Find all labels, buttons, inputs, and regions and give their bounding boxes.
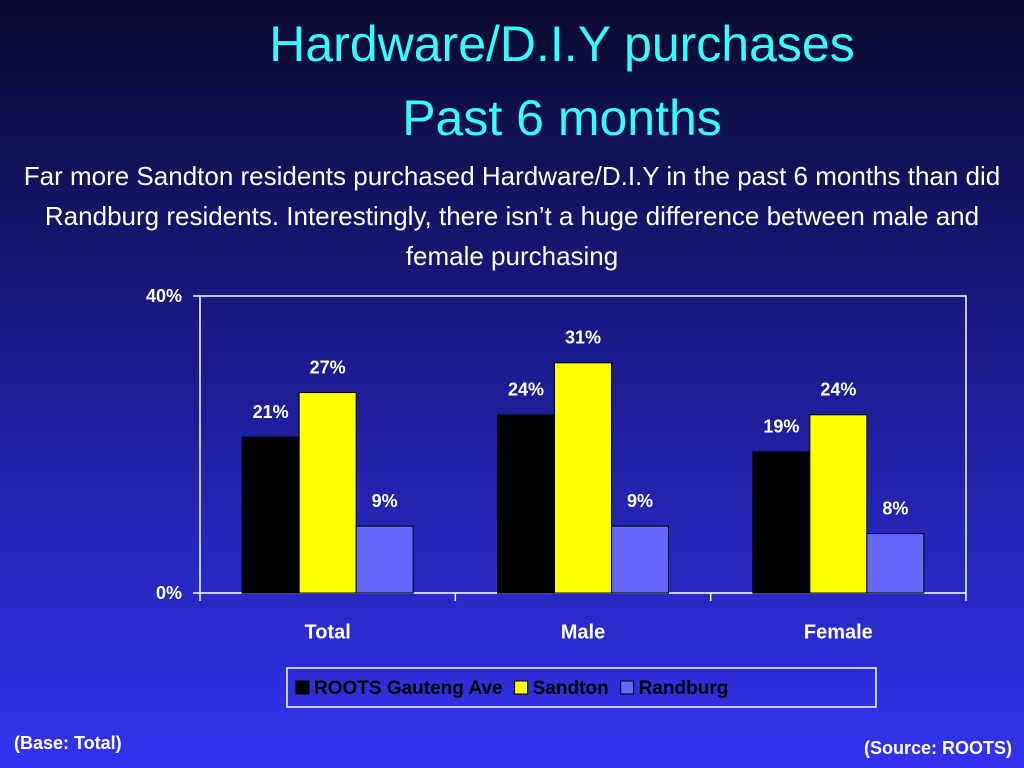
bar <box>298 392 357 594</box>
y-tick-label: 40% <box>146 286 182 306</box>
legend-swatch <box>514 680 529 695</box>
legend-label: Sandton <box>533 678 609 699</box>
value-label: 21% <box>253 402 289 422</box>
slide-title: Hardware/D.I.Y purchases <box>269 16 855 72</box>
bar <box>611 525 669 594</box>
bar <box>241 436 300 594</box>
legend-swatch <box>620 680 635 695</box>
bar <box>752 451 811 594</box>
x-tick-label: Male <box>561 621 605 643</box>
legend-swatch <box>295 680 310 695</box>
bar <box>497 414 555 594</box>
x-tick-label: Total <box>305 621 351 643</box>
bar <box>554 362 612 594</box>
legend-label: ROOTS Gauteng Ave <box>314 678 503 699</box>
value-label: 27% <box>310 357 346 377</box>
slide-subtitle: Past 6 months <box>402 90 722 146</box>
bar <box>809 414 868 594</box>
base-note: (Base: Total) <box>14 733 122 753</box>
value-label: 9% <box>372 491 398 511</box>
value-label: 19% <box>763 417 799 437</box>
source-note: (Source: ROOTS) <box>864 738 1012 758</box>
x-tick-label: Female <box>804 621 873 643</box>
value-label: 8% <box>882 498 908 518</box>
description: Far more Sandton residents purchased Har… <box>23 161 1001 271</box>
bar <box>355 525 414 594</box>
y-tick-label: 0% <box>156 583 182 603</box>
legend-box <box>286 667 877 708</box>
value-label: 9% <box>627 491 653 511</box>
legend-label: Randburg <box>639 678 729 699</box>
value-label: 24% <box>820 380 856 400</box>
value-label: 24% <box>508 380 544 400</box>
bar <box>866 533 925 594</box>
value-label: 31% <box>565 328 601 348</box>
